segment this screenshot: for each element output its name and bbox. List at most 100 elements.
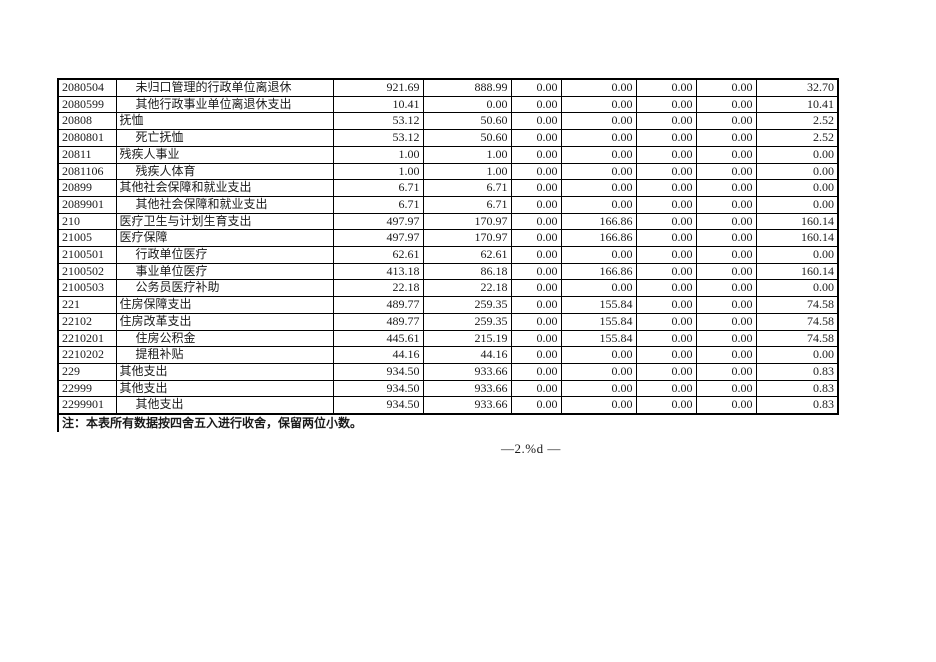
cell-value: 0.00 bbox=[695, 329, 757, 348]
cell-value: 53.12 bbox=[332, 129, 424, 147]
cell-value: 259.35 bbox=[422, 296, 512, 314]
cell-value: 0.00 bbox=[560, 145, 637, 164]
cell-value: 0.00 bbox=[635, 246, 697, 264]
cell-value: 0.00 bbox=[695, 195, 757, 214]
cell-value: 0.00 bbox=[510, 329, 562, 348]
cell-value: 0.00 bbox=[695, 246, 757, 264]
cell-value: 0.00 bbox=[635, 95, 697, 114]
cell-value: 0.00 bbox=[635, 195, 697, 214]
cell-value: 155.84 bbox=[560, 296, 637, 314]
cell-name: 其他支出 bbox=[115, 396, 334, 415]
cell-value: 0.00 bbox=[635, 112, 697, 131]
cell-name: 医疗保障 bbox=[115, 229, 334, 248]
cell-value: 0.00 bbox=[510, 379, 562, 398]
cell-value: 0.00 bbox=[635, 179, 697, 197]
cell-value: 921.69 bbox=[332, 78, 424, 97]
cell-value: 0.83 bbox=[755, 362, 839, 381]
cell-name: 事业单位医疗 bbox=[115, 262, 334, 281]
cell-value: 6.71 bbox=[332, 179, 424, 197]
cell-code: 2100501 bbox=[57, 246, 117, 264]
cell-value: 934.50 bbox=[332, 362, 424, 381]
cell-code: 2081106 bbox=[57, 162, 117, 181]
cell-code: 2080599 bbox=[57, 95, 117, 114]
cell-code: 2080801 bbox=[57, 129, 117, 147]
cell-value: 0.00 bbox=[510, 95, 562, 114]
cell-code: 2210202 bbox=[57, 346, 117, 364]
cell-value: 10.41 bbox=[332, 95, 424, 114]
cell-value: 0.00 bbox=[635, 279, 697, 298]
cell-code: 2089901 bbox=[57, 195, 117, 214]
cell-value: 0.00 bbox=[510, 362, 562, 381]
cell-value: 0.00 bbox=[560, 195, 637, 214]
cell-code: 2100502 bbox=[57, 262, 117, 281]
cell-value: 0.00 bbox=[695, 145, 757, 164]
cell-name: 行政单位医疗 bbox=[115, 246, 334, 264]
cell-value: 0.83 bbox=[755, 379, 839, 398]
cell-value: 0.00 bbox=[635, 329, 697, 348]
cell-value: 0.00 bbox=[755, 279, 839, 298]
cell-value: 0.00 bbox=[510, 229, 562, 248]
cell-value: 0.00 bbox=[755, 195, 839, 214]
cell-value: 1.00 bbox=[422, 162, 512, 181]
cell-value: 0.00 bbox=[635, 229, 697, 248]
cell-value: 0.00 bbox=[560, 162, 637, 181]
cell-value: 0.00 bbox=[695, 212, 757, 231]
cell-value: 0.00 bbox=[695, 229, 757, 248]
cell-name: 住房改革支出 bbox=[115, 312, 334, 331]
cell-value: 160.14 bbox=[755, 229, 839, 248]
cell-value: 0.00 bbox=[755, 145, 839, 164]
cell-value: 0.00 bbox=[695, 312, 757, 331]
cell-value: 0.00 bbox=[510, 279, 562, 298]
cell-value: 489.77 bbox=[332, 312, 424, 331]
cell-name: 住房公积金 bbox=[115, 329, 334, 348]
cell-code: 22102 bbox=[57, 312, 117, 331]
cell-value: 0.00 bbox=[695, 362, 757, 381]
cell-value: 0.00 bbox=[510, 129, 562, 147]
cell-value: 934.50 bbox=[332, 379, 424, 398]
cell-name: 其他社会保障和就业支出 bbox=[115, 195, 334, 214]
cell-value: 0.00 bbox=[635, 312, 697, 331]
table-row: 210 医疗卫生与计划生育支出 497.97 170.97 0.00 166.86 0.00… bbox=[57, 212, 839, 231]
cell-value: 445.61 bbox=[332, 329, 424, 348]
cell-value: 0.00 bbox=[510, 296, 562, 314]
cell-value: 0.00 bbox=[695, 262, 757, 281]
cell-value: 155.84 bbox=[560, 329, 637, 348]
table-row: 2210201 住房公积金 445.61 215.19 0.00 155.84 0.00 0.… bbox=[57, 329, 839, 348]
cell-value: 934.50 bbox=[332, 396, 424, 415]
cell-value: 0.00 bbox=[510, 145, 562, 164]
cell-name: 提租补贴 bbox=[115, 346, 334, 364]
table-row: 2100503 公务员医疗补助 22.18 22.18 0.00 0.00 0.00 0.00… bbox=[57, 279, 839, 298]
cell-name: 残疾人事业 bbox=[115, 145, 334, 164]
cell-value: 0.00 bbox=[635, 379, 697, 398]
cell-value: 6.71 bbox=[332, 195, 424, 214]
cell-value: 0.00 bbox=[510, 312, 562, 331]
cell-code: 20899 bbox=[57, 179, 117, 197]
table-row: 20811 残疾人事业 1.00 1.00 0.00 0.00 0.00 0.00 0.00 bbox=[57, 145, 839, 164]
cell-value: 170.97 bbox=[422, 212, 512, 231]
cell-value: 0.00 bbox=[635, 129, 697, 147]
table-body: 2080504 未归口管理的行政单位离退休 921.69 888.99 0.00 0.00… bbox=[57, 78, 839, 415]
cell-value: 0.00 bbox=[755, 179, 839, 197]
cell-value: 0.00 bbox=[635, 346, 697, 364]
table-row: 229 其他支出 934.50 933.66 0.00 0.00 0.00 0.00 0.83 bbox=[57, 362, 839, 381]
table-row: 2100502 事业单位医疗 413.18 86.18 0.00 166.86 0.00 0.… bbox=[57, 262, 839, 281]
cell-value: 0.00 bbox=[635, 262, 697, 281]
cell-value: 0.00 bbox=[510, 112, 562, 131]
cell-value: 22.18 bbox=[422, 279, 512, 298]
cell-code: 2299901 bbox=[57, 396, 117, 415]
table-row: 2080801 死亡抚恤 53.12 50.60 0.00 0.00 0.00 0.00 2.5… bbox=[57, 129, 839, 147]
cell-value: 53.12 bbox=[332, 112, 424, 131]
cell-value: 0.00 bbox=[695, 296, 757, 314]
cell-value: 0.00 bbox=[560, 362, 637, 381]
table-row: 2081106 残疾人体育 1.00 1.00 0.00 0.00 0.00 0.00 0.00 bbox=[57, 162, 839, 181]
cell-code: 20811 bbox=[57, 145, 117, 164]
cell-value: 888.99 bbox=[422, 78, 512, 97]
cell-value: 2.52 bbox=[755, 129, 839, 147]
cell-value: 933.66 bbox=[422, 396, 512, 415]
cell-value: 0.00 bbox=[560, 246, 637, 264]
cell-value: 74.58 bbox=[755, 329, 839, 348]
cell-value: 0.00 bbox=[755, 346, 839, 364]
budget-table-sheet: 2080504 未归口管理的行政单位离退休 921.69 888.99 0.00 0.00… bbox=[57, 78, 839, 433]
cell-value: 44.16 bbox=[422, 346, 512, 364]
cell-name: 死亡抚恤 bbox=[115, 129, 334, 147]
